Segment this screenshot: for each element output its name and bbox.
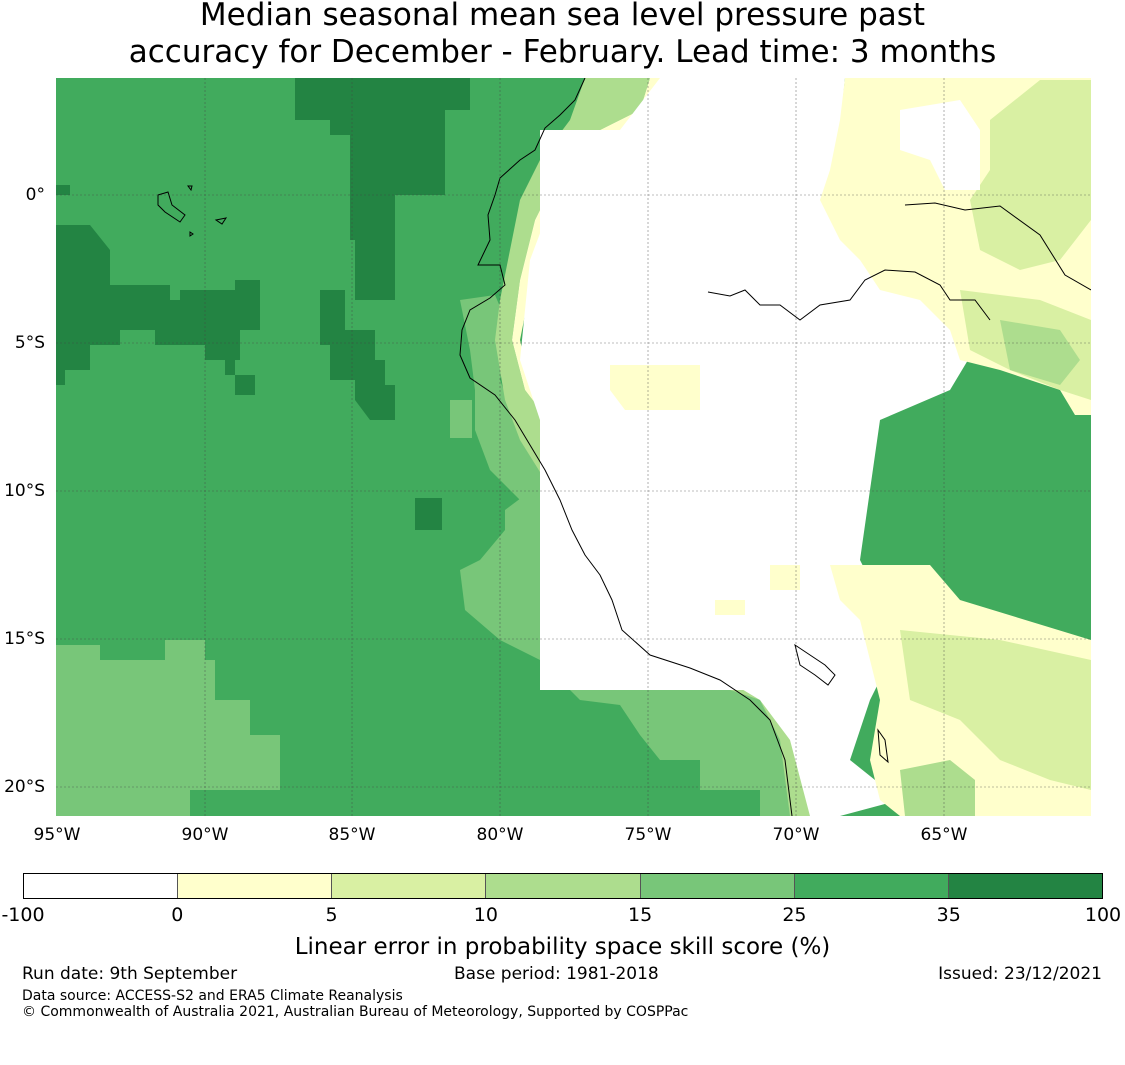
colorbar-tick-label: 5 xyxy=(325,904,338,926)
colorbar-segment-3 xyxy=(486,874,641,898)
dark-green-patch-south xyxy=(415,498,442,530)
lat-label-0: 0° xyxy=(25,185,45,205)
colorbar xyxy=(23,873,1103,899)
colorbar-segment-0 xyxy=(24,874,179,898)
amazon-river xyxy=(707,202,1091,321)
issued-date: Issued: 23/12/2021 xyxy=(938,964,1102,984)
colorbar-segment-1 xyxy=(178,874,333,898)
colorbar-label: Linear error in probability space skill … xyxy=(294,934,831,960)
light-green-southeast xyxy=(900,630,1091,790)
lat-label-5s: 5°S xyxy=(14,333,45,353)
colorbar-tick-label: 100 xyxy=(1084,904,1122,926)
colorbar-tick-label: 25 xyxy=(782,904,807,926)
lat-label-15s: 15°S xyxy=(4,629,45,649)
dark-green-patch-central xyxy=(320,290,395,420)
data-source: Data source: ACCESS-S2 and ERA5 Climate … xyxy=(22,988,403,1004)
dark-green-patch-west xyxy=(56,185,260,395)
lon-label-85w: 85°W xyxy=(328,825,376,845)
lake-titicaca xyxy=(794,643,889,764)
lon-label-90w: 90°W xyxy=(181,825,229,845)
lat-label-10s: 10°S xyxy=(4,481,45,501)
base-period: Base period: 1981-2018 xyxy=(454,964,659,984)
lon-label-80w: 80°W xyxy=(476,825,524,845)
dark-green-patch-north xyxy=(295,78,470,300)
colorbar-tick-label: 35 xyxy=(936,904,961,926)
pale-yellow-south-spot xyxy=(715,565,800,615)
galapagos-islands xyxy=(157,185,228,237)
lon-label-75w: 75°W xyxy=(624,825,672,845)
colorbar-tick-label: -100 xyxy=(1,904,45,926)
copyright: © Commonwealth of Australia 2021, Austra… xyxy=(22,1004,689,1020)
colorbar-tick-label: 10 xyxy=(473,904,498,926)
pale-yellow-interior-spot xyxy=(610,365,700,410)
colorbar-tick-label: 15 xyxy=(628,904,653,926)
white-northeast-gap xyxy=(900,100,980,190)
mid-green-northeast-patch xyxy=(1000,320,1080,385)
medium-green-islet xyxy=(450,400,472,438)
run-date: Run date: 9th September xyxy=(22,964,238,984)
colorbar-segment-6 xyxy=(948,874,1102,898)
colorbar-tick-label: 0 xyxy=(171,904,184,926)
graticule xyxy=(56,78,1091,816)
map-title-line-1: Median seasonal mean sea level pressure … xyxy=(199,0,926,33)
map-title-line-2: accuracy for December - February. Lead t… xyxy=(128,34,997,70)
lon-label-95w: 95°W xyxy=(33,825,81,845)
medium-green-sw xyxy=(56,640,280,816)
colorbar-segment-4 xyxy=(640,874,795,898)
colorbar-segment-5 xyxy=(794,874,949,898)
light-green-northeast xyxy=(970,80,1091,270)
mid-green-southeast-patch xyxy=(900,760,975,816)
colorbar-segment-2 xyxy=(332,874,487,898)
lon-label-65w: 65°W xyxy=(920,825,968,845)
lon-label-70w: 70°W xyxy=(772,825,820,845)
coastline xyxy=(459,78,793,816)
lat-label-20s: 20°S xyxy=(4,777,45,797)
